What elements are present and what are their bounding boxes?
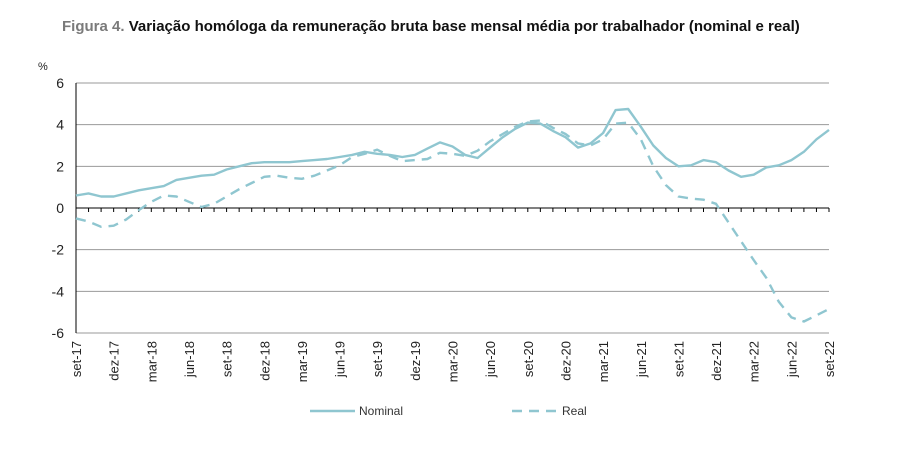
y-tick-label: -4 [52, 283, 65, 299]
x-tick-label: set-21 [671, 341, 686, 377]
x-tick-label: dez-20 [558, 341, 573, 381]
x-tick-label: mar-20 [446, 341, 461, 382]
y-tick-label: 2 [56, 158, 64, 174]
series-lines [75, 107, 830, 323]
x-tick-label: mar-22 [747, 341, 762, 382]
x-axis-ticks: set-17 dez-17 mar-18 jun-18 set-18 dez-18 mar-… [69, 341, 837, 382]
x-tick-label: jun-19 [333, 341, 348, 378]
axes [75, 83, 830, 333]
x-tick-label: set-19 [370, 341, 385, 377]
legend: Nominal Real [310, 404, 587, 418]
x-tick-label: set-22 [822, 341, 837, 377]
series-line-real [75, 119, 830, 323]
x-tick-label: set-20 [521, 341, 536, 377]
x-tick-label: dez-18 [257, 341, 272, 381]
series-line-nominal [75, 107, 830, 198]
legend-label-real: Real [562, 404, 587, 418]
gridlines [76, 82, 829, 334]
x-tick-label: mar-18 [144, 341, 159, 382]
y-axis-ticks: 6 4 2 0 -2 -4 -6 [52, 75, 65, 341]
x-tick-label: dez-17 [107, 341, 122, 381]
x-tick-label: jun-18 [182, 341, 197, 378]
x-tick-label: jun-22 [784, 341, 799, 378]
x-tick-label: set-17 [69, 341, 84, 377]
y-tick-label: 4 [56, 117, 64, 133]
x-tick-label: mar-21 [596, 341, 611, 382]
y-axis-unit: % [38, 61, 48, 73]
y-tick-label: 0 [56, 200, 64, 216]
x-tick-label: set-18 [220, 341, 235, 377]
y-tick-label: -6 [52, 325, 65, 341]
x-tick-label: mar-19 [295, 341, 310, 382]
y-tick-label: 6 [56, 75, 64, 91]
legend-label-nominal: Nominal [359, 404, 403, 418]
x-tick-label: jun-21 [634, 341, 649, 378]
y-tick-label: -2 [52, 242, 65, 258]
x-tick-label: jun-20 [483, 341, 498, 378]
figure-label: Figura 4. [62, 18, 125, 35]
x-tick-label: dez-21 [709, 341, 724, 381]
x-tick-label: dez-19 [408, 341, 423, 381]
chart-title: Figura 4. Variação homóloga da remuneraç… [62, 18, 800, 35]
figure-title: Variação homóloga da remuneração bruta b… [128, 18, 800, 35]
